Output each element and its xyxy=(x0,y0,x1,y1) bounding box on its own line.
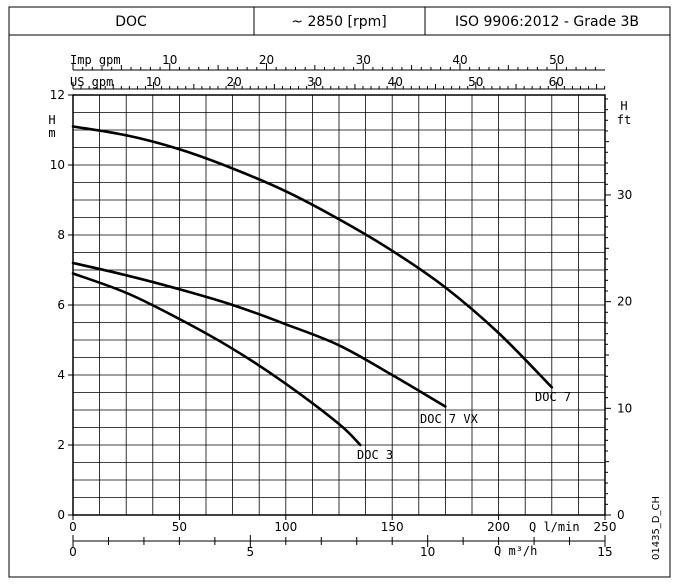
us-gpm-tick-label: 60 xyxy=(549,75,564,89)
left-axis-tick-label: 8 xyxy=(57,228,65,242)
bottom-lmin-tick-label: 50 xyxy=(172,520,187,534)
left-axis-label-h: H xyxy=(48,113,55,127)
bottom-m3h-tick-label: 5 xyxy=(247,545,255,559)
us-gpm-tick-label: 50 xyxy=(468,75,483,89)
header-standard: ISO 9906:2012 - Grade 3B xyxy=(455,14,639,30)
us-gpm-tick-label: 30 xyxy=(307,75,322,89)
left-axis-tick-label: 10 xyxy=(50,158,65,172)
left-axis-tick-label: 12 xyxy=(50,88,65,102)
header-model: DOC xyxy=(115,14,147,30)
right-axis-label-h: H xyxy=(620,99,627,113)
header-speed: ~ 2850 [rpm] xyxy=(291,14,386,30)
imp-gpm-tick-label: 40 xyxy=(452,53,467,67)
series xyxy=(71,125,554,447)
bottom-lmin-tick-label: 200 xyxy=(487,520,510,534)
us-gpm-label: US gpm xyxy=(70,75,113,89)
bottom-lmin-tick-label: 250 xyxy=(594,520,617,534)
bottom-m3h-tick-label: 10 xyxy=(420,545,435,559)
left-axis-label-unit: m xyxy=(48,126,55,140)
series-label-doc7vx: DOC 7 VX xyxy=(420,412,479,426)
series-line-1 xyxy=(71,261,447,408)
right-axis-tick-label: 20 xyxy=(617,295,632,309)
outer-border xyxy=(8,6,671,578)
right-axis-tick-label: 10 xyxy=(617,401,632,415)
bottom-m3h-tick-label: 0 xyxy=(69,545,77,559)
us-gpm-tick-label: 10 xyxy=(146,75,161,89)
imp-gpm-tick-label: 10 xyxy=(162,53,177,67)
us-gpm-tick-label: 20 xyxy=(226,75,241,89)
imp-gpm-tick-label: 50 xyxy=(549,53,564,67)
series-label-doc3: DOC 3 xyxy=(357,448,393,462)
bottom-lmin-tick-label: 150 xyxy=(381,520,404,534)
grid xyxy=(73,95,605,515)
bottom-m3h-label: Q m³/h xyxy=(494,544,537,558)
imp-gpm-tick-label: 20 xyxy=(259,53,274,67)
left-axis-tick-label: 4 xyxy=(57,368,65,382)
imp-gpm-label: Imp gpm xyxy=(70,53,121,67)
series-line-0 xyxy=(71,125,554,389)
us-gpm-tick-label: 40 xyxy=(388,75,403,89)
right-axis-tick-label: 0 xyxy=(617,508,625,522)
left-axis-tick-label: 2 xyxy=(57,438,65,452)
right-axis-label-unit: ft xyxy=(617,113,631,127)
series-label-doc7: DOC 7 xyxy=(535,390,571,404)
bottom-lmin-tick-label: 100 xyxy=(274,520,297,534)
series-line-2 xyxy=(71,272,362,447)
bottom-m3h-tick-label: 15 xyxy=(597,545,612,559)
drawing-code: 01435_D_CH xyxy=(651,496,662,560)
right-axis-tick-label: 30 xyxy=(617,188,632,202)
bottom-lmin-label: Q l/min xyxy=(529,520,580,534)
bottom-lmin-tick-label: 0 xyxy=(69,520,77,534)
left-axis-tick-label: 6 xyxy=(57,298,65,312)
left-axis-tick-label: 0 xyxy=(57,508,65,522)
imp-gpm-tick-label: 30 xyxy=(356,53,371,67)
